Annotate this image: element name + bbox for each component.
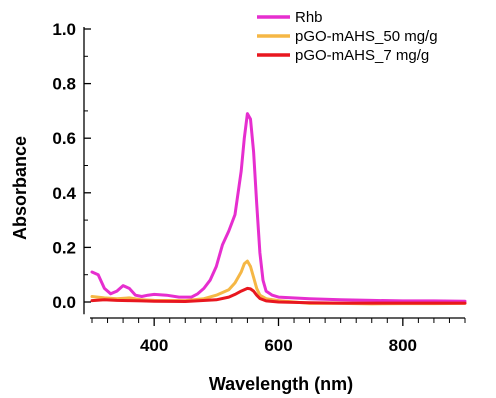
x-tick-label: 600 — [264, 336, 292, 355]
x-axis: 400 600 800 — [90, 317, 466, 355]
legend: Rhb pGO-mAHS_50 mg/g pGO-mAHS_7 mg/g — [257, 9, 438, 64]
y-tick-label: 0.2 — [52, 238, 76, 257]
legend-label: pGO-mAHS_50 mg/g — [295, 28, 438, 45]
y-axis: 0.0 0.2 0.4 0.6 0.8 1.0 — [52, 20, 91, 315]
legend-label: Rhb — [295, 9, 323, 26]
y-axis-title: Absorbance — [10, 136, 30, 240]
series-layer — [90, 112, 467, 306]
x-axis-title: Wavelength (nm) — [209, 374, 353, 394]
series-line-pgo-mahs-7-mg-g — [90, 286, 467, 305]
legend-label: pGO-mAHS_7 mg/g — [295, 47, 429, 64]
x-tick-label: 800 — [389, 336, 417, 355]
y-tick-label: 0.8 — [52, 75, 76, 94]
y-tick-label: 0.4 — [52, 184, 76, 203]
x-tick-label: 400 — [140, 336, 168, 355]
y-tick-label: 0.0 — [52, 293, 76, 312]
y-tick-label: 1.0 — [52, 20, 76, 39]
y-tick-label: 0.6 — [52, 129, 76, 148]
series-line-rhb — [90, 112, 467, 303]
